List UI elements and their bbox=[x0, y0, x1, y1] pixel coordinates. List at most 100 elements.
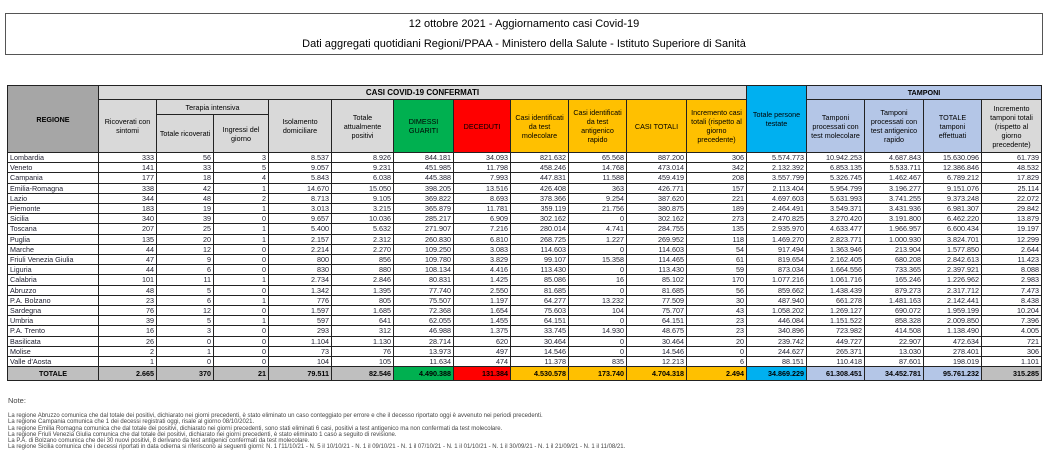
cell-col-12: 10.942.253 bbox=[806, 151, 865, 164]
header-col-0: Ricoverati con sintomi bbox=[98, 99, 157, 153]
header-col-13: Tamponi processati con test antigenico r… bbox=[864, 99, 924, 153]
cell-col-4: 105 bbox=[331, 356, 394, 368]
table-row: Umbria 39 5 1 597 641 62.055 1.455 64.151 0 64.151… bbox=[7, 315, 1042, 327]
cell-col-9: 380.875 bbox=[626, 203, 687, 215]
cell-col-2: 0 bbox=[213, 264, 269, 276]
cell-col-3: 9.057 bbox=[268, 162, 332, 174]
cell-col-10: 43 bbox=[686, 305, 747, 317]
cell-col-14: 6.981.307 bbox=[923, 203, 982, 215]
cell-col-1: 6 bbox=[156, 294, 214, 307]
header-col-2: Ingressi del giorno bbox=[213, 114, 269, 153]
cell-col-2: 4 bbox=[213, 172, 269, 184]
cell-col-9: 85.102 bbox=[626, 274, 687, 286]
cell-col-15: 22.072 bbox=[981, 192, 1042, 205]
cell-col-7: 447.831 bbox=[510, 172, 569, 184]
cell-col-11: 34.869.229 bbox=[746, 366, 807, 382]
cell-col-15: 13.879 bbox=[981, 213, 1042, 225]
cell-col-5: 13.973 bbox=[393, 345, 454, 358]
cell-col-8: 4.741 bbox=[568, 223, 627, 235]
cell-col-14: 278.401 bbox=[923, 345, 982, 358]
cell-col-4: 10.036 bbox=[331, 213, 394, 225]
cell-col-14: 1.138.490 bbox=[923, 325, 982, 337]
header-col-4: Totale attualmente positivi bbox=[331, 99, 394, 153]
cell-col-7: 268.725 bbox=[510, 233, 569, 245]
cell-col-8: 0 bbox=[568, 243, 627, 256]
cell-col-3: 104 bbox=[268, 356, 332, 368]
cell-col-11: 1.077.216 bbox=[746, 274, 807, 286]
cell-col-12: 6.853.135 bbox=[806, 162, 865, 174]
cell-col-15: 61.739 bbox=[981, 151, 1042, 164]
cell-col-6: 8.693 bbox=[453, 192, 511, 205]
cell-col-9: 75.707 bbox=[626, 305, 687, 317]
cell-col-13: 4.687.843 bbox=[864, 151, 924, 164]
cell-col-15: 306 bbox=[981, 345, 1042, 358]
cell-col-8: 0 bbox=[568, 345, 627, 358]
cell-col-5: 109.250 bbox=[393, 243, 454, 256]
cell-col-2: 1 bbox=[213, 233, 269, 245]
region-name: Toscana bbox=[7, 223, 99, 235]
cell-col-3: 830 bbox=[268, 264, 332, 276]
header-col-9: CASI TOTALI bbox=[626, 99, 687, 153]
region-name: Molise bbox=[7, 345, 99, 358]
cell-col-15: 2.644 bbox=[981, 243, 1042, 256]
cell-col-10: 157 bbox=[686, 182, 747, 194]
cell-col-0: 135 bbox=[98, 233, 157, 245]
cell-col-6: 1.425 bbox=[453, 274, 511, 286]
total-row: TOTALE 2.665 370 21 79.511 82.546 4.490.388 131… bbox=[7, 366, 1042, 382]
cell-col-4: 641 bbox=[331, 315, 394, 327]
region-name: Basilicata bbox=[7, 335, 99, 347]
cell-col-2: 0 bbox=[213, 254, 269, 266]
cell-col-9: 114.465 bbox=[626, 254, 687, 266]
cell-col-5: 75.507 bbox=[393, 294, 454, 307]
cell-col-7: 4.530.578 bbox=[510, 366, 569, 382]
cell-col-7: 81.685 bbox=[510, 284, 569, 296]
header-col-11: Totale persone testate bbox=[746, 85, 807, 153]
cell-col-10: 0 bbox=[686, 345, 747, 358]
note-line: La regione Emilia Romagna comunica che d… bbox=[8, 425, 503, 432]
table-row: Sicilia 340 39 0 9.657 10.036 285.217 6.909 302.… bbox=[7, 213, 1042, 225]
cell-col-13: 165.246 bbox=[864, 274, 924, 286]
table-row: Friuli Venezia Giulia 47 9 0 800 856 109.780 3.… bbox=[7, 254, 1042, 266]
table-row: Calabria 101 11 1 2.734 2.846 80.831 1.425 85.08… bbox=[7, 274, 1042, 286]
cell-col-6: 131.384 bbox=[453, 366, 511, 382]
cell-col-10: 170 bbox=[686, 274, 747, 286]
cell-col-2: 1 bbox=[213, 294, 269, 307]
header-col-8: Casi identificati da test antigenico rap… bbox=[568, 99, 627, 153]
region-name: P.A. Bolzano bbox=[7, 294, 99, 307]
cell-col-5: 108.134 bbox=[393, 264, 454, 276]
cell-col-14: 2.009.850 bbox=[923, 315, 982, 327]
cell-col-3: 2.157 bbox=[268, 233, 332, 245]
header-col-3: Isolamento domiciliare bbox=[268, 99, 332, 153]
cell-col-4: 9.231 bbox=[331, 162, 394, 174]
cell-col-1: 42 bbox=[156, 182, 214, 194]
cell-col-6: 474 bbox=[453, 356, 511, 368]
cell-col-4: 8.926 bbox=[331, 151, 394, 164]
cell-col-5: 72.368 bbox=[393, 305, 454, 317]
cell-col-12: 1.363.946 bbox=[806, 243, 865, 256]
region-name: TOTALE bbox=[7, 366, 99, 382]
cell-col-7: 280.014 bbox=[510, 223, 569, 235]
cell-col-6: 3.083 bbox=[453, 243, 511, 256]
cell-col-12: 449.727 bbox=[806, 335, 865, 347]
cell-col-11: 487.940 bbox=[746, 294, 807, 307]
cell-col-12: 5.954.799 bbox=[806, 182, 865, 194]
cell-col-12: 661.278 bbox=[806, 294, 865, 307]
cell-col-2: 0 bbox=[213, 325, 269, 337]
cell-col-10: 306 bbox=[686, 151, 747, 164]
cell-col-10: 221 bbox=[686, 192, 747, 205]
cell-col-4: 9.105 bbox=[331, 192, 394, 205]
cell-col-12: 1.269.127 bbox=[806, 305, 865, 317]
cell-col-6: 620 bbox=[453, 335, 511, 347]
cell-col-5: 369.822 bbox=[393, 192, 454, 205]
cell-col-12: 265.371 bbox=[806, 345, 865, 358]
cell-col-1: 12 bbox=[156, 243, 214, 256]
cell-col-9: 269.952 bbox=[626, 233, 687, 245]
note-line: La regione Abruzzo comunica che dal tota… bbox=[8, 413, 543, 420]
cell-col-0: 39 bbox=[98, 315, 157, 327]
cell-col-4: 76 bbox=[331, 345, 394, 358]
cell-col-11: 873.034 bbox=[746, 264, 807, 276]
cell-col-5: 46.988 bbox=[393, 325, 454, 337]
cell-col-10: 273 bbox=[686, 213, 747, 225]
cell-col-15: 2.983 bbox=[981, 274, 1042, 286]
cell-col-11: 446.084 bbox=[746, 315, 807, 327]
